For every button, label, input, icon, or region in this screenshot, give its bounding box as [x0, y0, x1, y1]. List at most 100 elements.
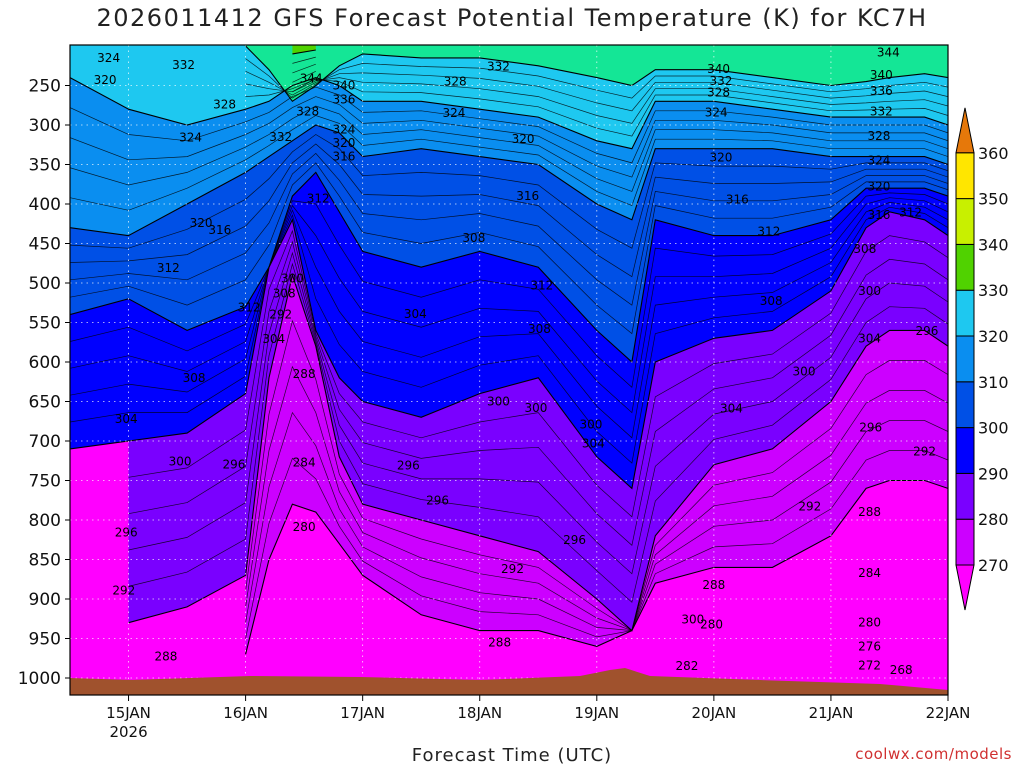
contour-label: 296: [915, 324, 938, 338]
colorbar-label-320: 320: [978, 327, 1009, 346]
colorbar-label-270: 270: [978, 556, 1009, 575]
contour-label: 296: [222, 458, 245, 472]
contour-label: 324: [97, 51, 120, 65]
contour-label: 288: [858, 505, 881, 519]
contour-label: 308: [183, 371, 206, 385]
contour-label: 280: [700, 617, 723, 631]
contour-fill-bands: [70, 45, 948, 695]
contour-label: 316: [516, 189, 539, 203]
contour-lines: [70, 45, 948, 655]
x-axis: 15JAN 16JAN 17JAN 18JAN 19JAN 20JAN 21JAN 22JAN…: [106, 695, 970, 741]
isoline-330: [70, 77, 948, 150]
x-tick-label-1: 16JAN: [223, 704, 268, 722]
contour-label: 336: [332, 93, 355, 107]
isoline-minor: [245, 450, 948, 639]
contour-label: 300: [524, 401, 547, 415]
contour-label: 300: [169, 455, 192, 469]
contour-label: 316: [867, 208, 890, 222]
contour-label: 328: [707, 86, 730, 100]
colorbar-label-330: 330: [978, 281, 1009, 300]
colorbar-swatch-350: [955, 152, 975, 200]
contour-label: 320: [190, 216, 213, 230]
contour-label: 304: [858, 331, 881, 345]
contour-label: 300: [487, 395, 510, 409]
contour-label: 324: [867, 154, 890, 168]
contour-label: 268: [890, 663, 913, 677]
isoline-minor: [245, 77, 948, 124]
contour-label: 332: [870, 105, 893, 119]
contour-label: 324: [443, 106, 466, 120]
contour-label: 280: [293, 520, 316, 534]
contour-label: 308: [462, 231, 485, 245]
contour-label: 282: [675, 659, 698, 673]
contour-label: 308: [853, 242, 876, 256]
colorbar-label-360: 360: [978, 144, 1009, 163]
contour-label: 296: [397, 458, 420, 472]
contour-label: 328: [444, 75, 467, 89]
isoline-minor: [292, 70, 316, 83]
isoline-350: [292, 49, 316, 55]
isoline-minor: [128, 251, 948, 575]
x-axis-title: Forecast Time (UTC): [411, 745, 613, 766]
y-tick-label-750: 750: [29, 472, 61, 492]
x-tick-label-6: 21JAN: [809, 704, 854, 722]
contour-label: 300: [681, 613, 704, 627]
contour-label: 324: [332, 123, 355, 137]
isoline-minor: [70, 192, 948, 388]
colorbar-max-arrow: [955, 107, 975, 154]
contour-label: 284: [858, 566, 881, 580]
grid-lines: [70, 45, 949, 695]
y-tick-label-250: 250: [29, 77, 61, 97]
colorbar-label-290: 290: [978, 464, 1009, 483]
y-tick-label-400: 400: [29, 195, 61, 215]
contour-label: 288: [488, 635, 511, 649]
isoline-minor: [70, 152, 948, 306]
isoline-minor: [292, 78, 316, 93]
contour-label: 328: [213, 97, 236, 111]
y-tick-label-950: 950: [29, 630, 61, 650]
colorbar-label-310: 310: [978, 373, 1009, 392]
y-tick-label-900: 900: [29, 590, 61, 610]
isoline-minor: [70, 134, 948, 249]
contour-label: 316: [332, 150, 355, 164]
contour-label: 340: [870, 68, 893, 82]
contour-label: 288: [293, 367, 316, 381]
contour-label: 320: [332, 136, 355, 150]
contour-label: 304: [582, 436, 605, 450]
contour-label: 332: [709, 74, 732, 88]
y-tick-label-500: 500: [29, 274, 61, 294]
contour-label: 328: [867, 129, 890, 143]
isoline-minor: [70, 206, 948, 464]
y-tick-label-600: 600: [29, 353, 61, 373]
isoline-300: [70, 211, 948, 490]
contour-label: 292: [798, 500, 821, 514]
contour-label: 312: [157, 261, 180, 275]
colorbar-label-350: 350: [978, 190, 1009, 209]
isoline-minor: [70, 197, 948, 414]
credit-link[interactable]: coolwx.com/models: [855, 745, 1012, 763]
colorbar-label-280: 280: [978, 510, 1009, 529]
y-tick-label-350: 350: [29, 156, 61, 176]
contour-label: 320: [512, 132, 535, 146]
contour-label: 300: [579, 417, 602, 431]
y-tick-label-300: 300: [29, 116, 61, 136]
isoline-minor: [70, 86, 948, 164]
isoline-minor: [70, 162, 948, 335]
colorbar-swatch-280: [955, 472, 975, 520]
terrain-ground: [70, 668, 948, 695]
contour-label: 296: [115, 526, 138, 540]
isoline-minor: [128, 229, 948, 518]
isoline-310: [70, 171, 948, 364]
isoline-minor: [128, 262, 948, 603]
isoline-minor: [292, 56, 316, 64]
contour-label: 288: [155, 650, 178, 664]
x-tick-label-4: 19JAN: [574, 704, 619, 722]
colorbar-swatch-320: [955, 289, 975, 337]
isoline-minor: [70, 202, 948, 439]
contour-label: 312: [307, 191, 330, 205]
contour-label: 304: [404, 307, 427, 321]
isoline-minor: [70, 143, 948, 278]
contour-label: 320: [709, 150, 732, 164]
